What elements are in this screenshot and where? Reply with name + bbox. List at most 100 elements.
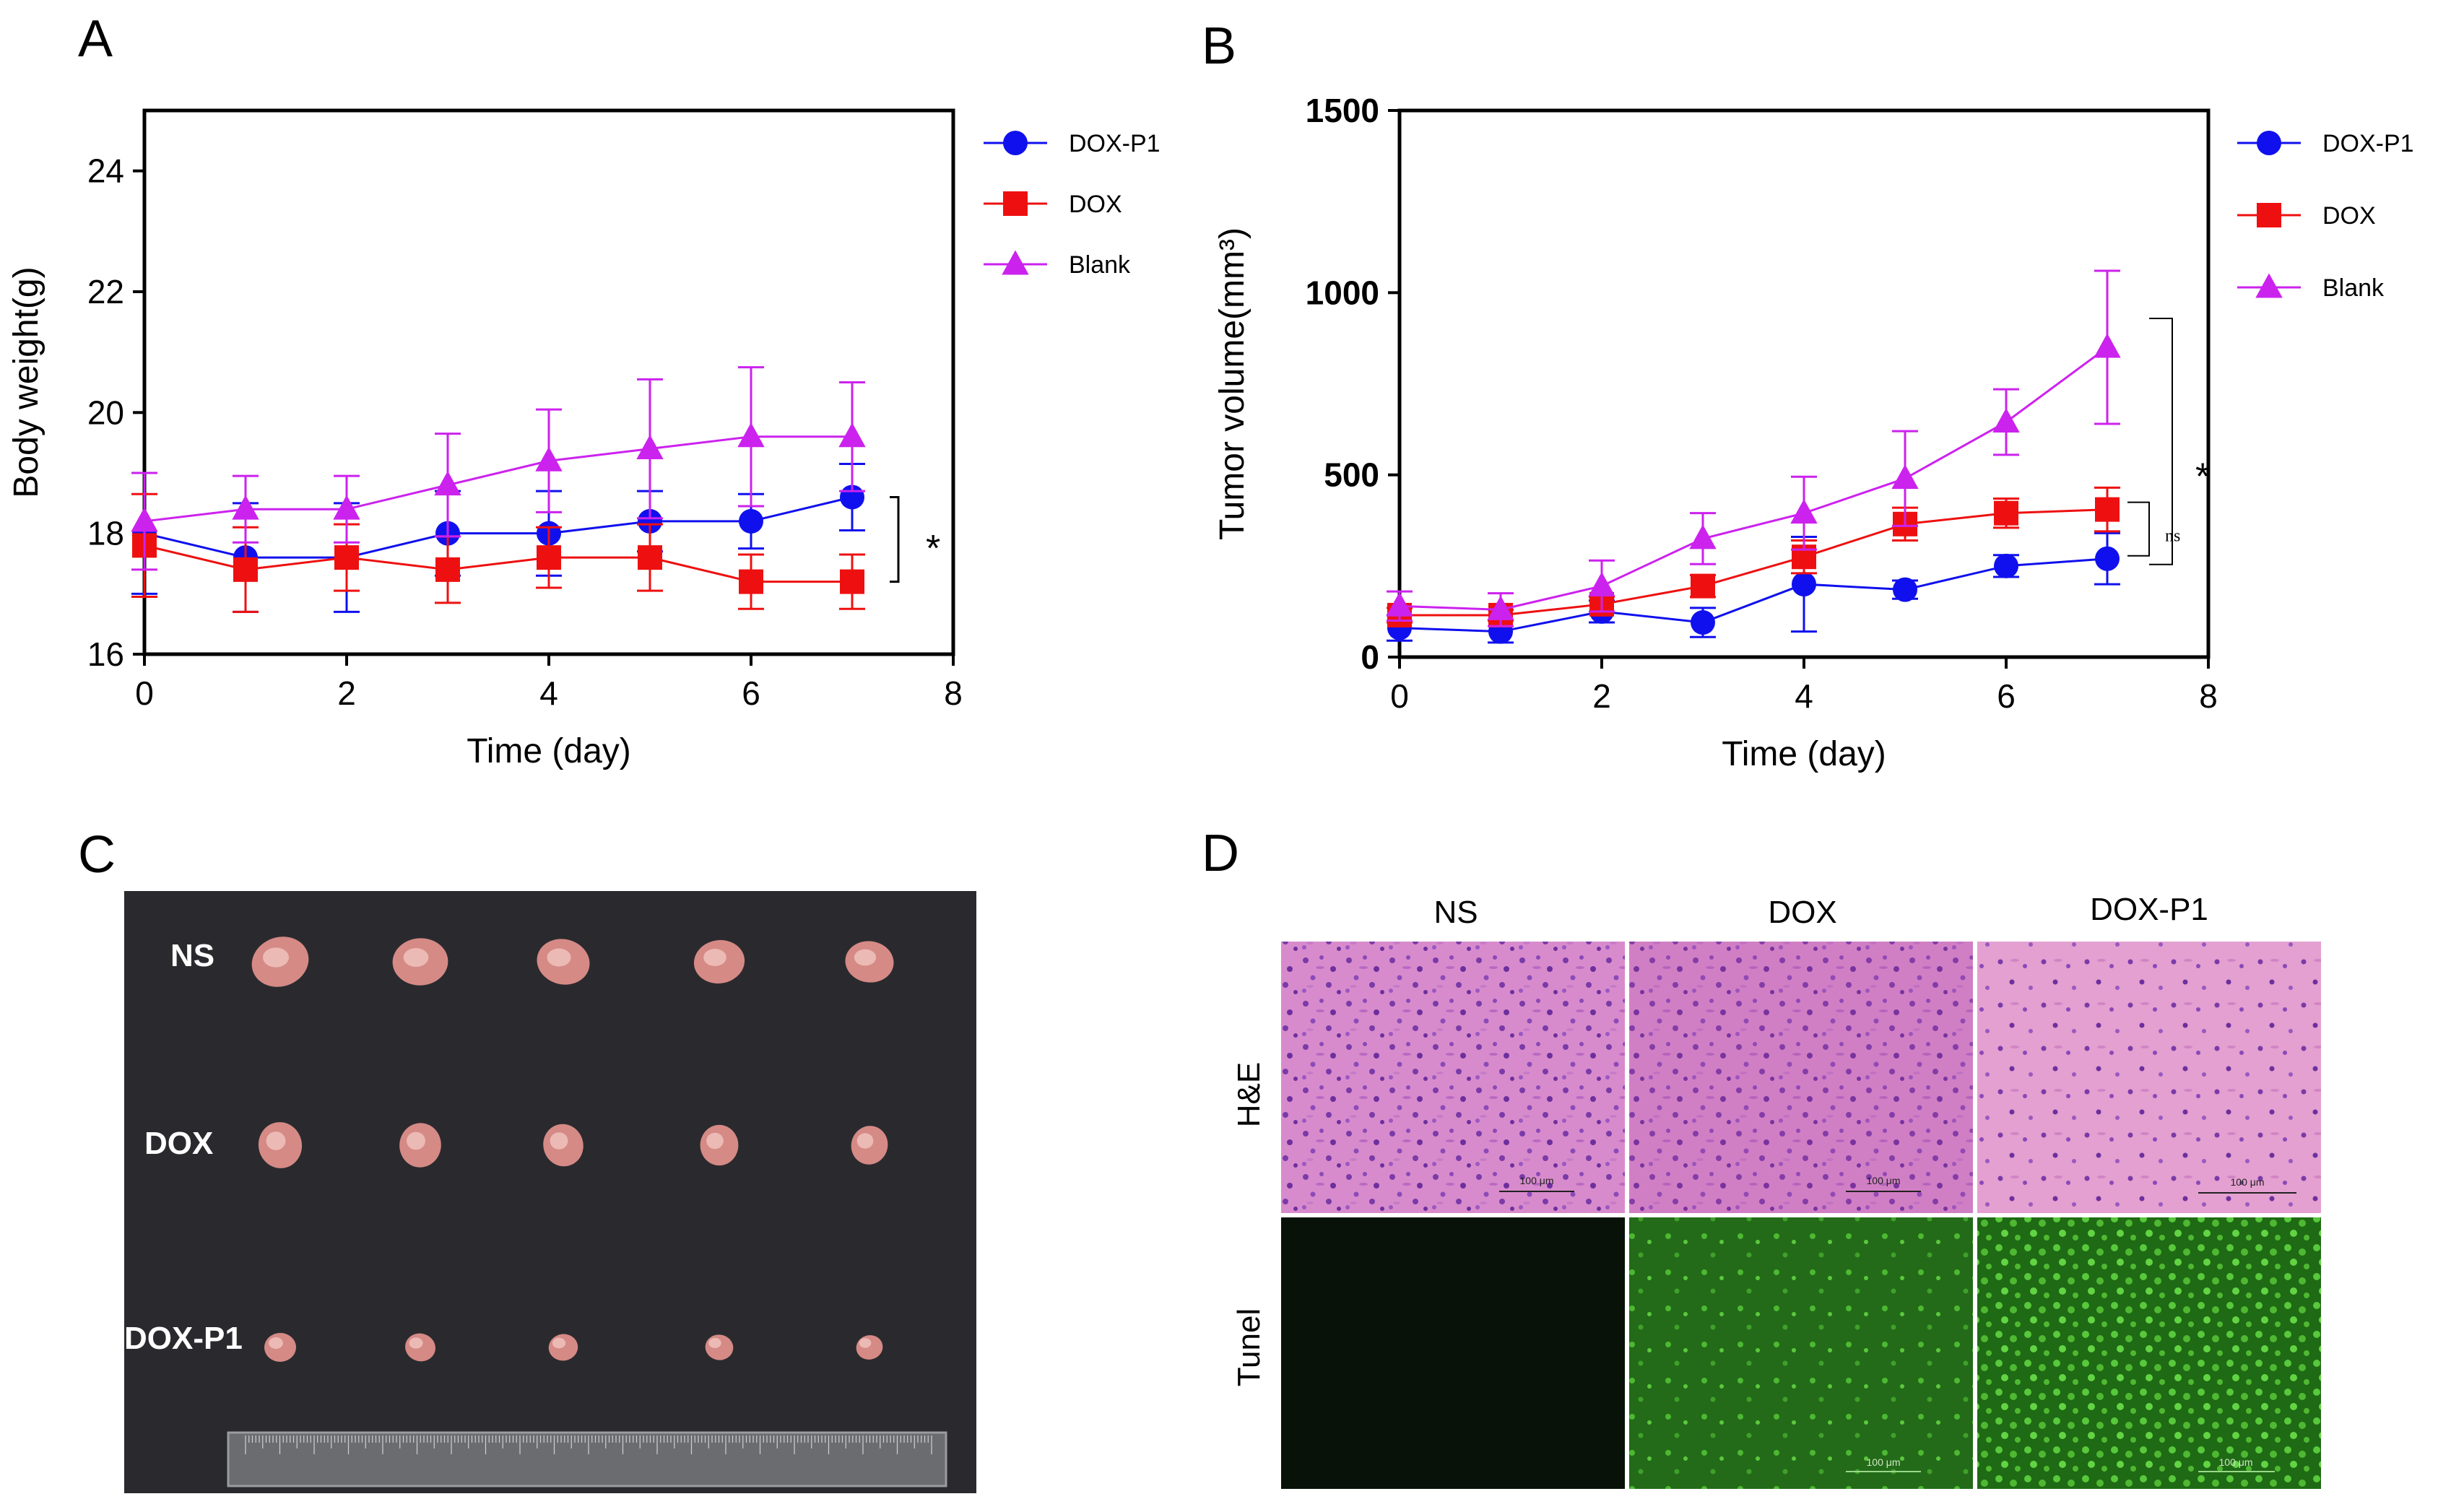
legend-entry: DOX-P1 xyxy=(2237,130,2414,157)
data-point xyxy=(1002,250,1029,275)
y-tick-label: 0 xyxy=(1361,638,1379,676)
scale-bar-label: 100 μm xyxy=(1520,1175,1554,1186)
tumor-highlight xyxy=(706,1132,724,1150)
data-point xyxy=(2257,131,2281,155)
x-tick-label: 0 xyxy=(1390,677,1409,715)
photo-row-label: NS xyxy=(170,938,214,973)
data-point xyxy=(1691,610,1715,635)
tumor-highlight xyxy=(708,1337,721,1349)
data-point xyxy=(233,557,258,582)
histology-row-label: H&E xyxy=(1231,1062,1267,1127)
ruler xyxy=(227,1431,947,1487)
scale-bar-label: 100 μm xyxy=(2219,1456,2253,1468)
tumor-highlight xyxy=(859,1338,872,1348)
x-tick-label: 2 xyxy=(337,674,356,712)
scale-bar-label: 100 μm xyxy=(1867,1175,1901,1186)
data-point xyxy=(1588,572,1615,597)
data-point xyxy=(2094,333,2121,358)
data-point xyxy=(1792,572,1816,597)
data-point xyxy=(1893,577,1917,602)
data-point xyxy=(838,422,866,448)
y-tick-label: 1500 xyxy=(1306,92,1379,129)
significance-bracket xyxy=(2127,501,2150,557)
legend-entry: DOX-P1 xyxy=(984,130,1161,157)
data-point xyxy=(537,545,561,570)
he-overlay-dox xyxy=(1629,942,1973,1213)
data-point xyxy=(739,508,763,534)
data-point xyxy=(435,557,460,582)
tunel-image-dox xyxy=(1629,1217,1973,1489)
legend-label: Blank xyxy=(2322,274,2385,302)
data-point xyxy=(1691,573,1715,599)
photo-background xyxy=(124,891,976,1493)
legend-label: DOX-P1 xyxy=(1069,130,1161,157)
tunel-image-dox-p1 xyxy=(1977,1217,2321,1489)
scale-bar-label: 100 μm xyxy=(1867,1456,1901,1468)
y-tick-label: 24 xyxy=(87,152,124,190)
series-line xyxy=(1399,557,2108,633)
series-line xyxy=(144,496,853,559)
x-tick-label: 6 xyxy=(1997,677,2016,715)
x-tick-label: 8 xyxy=(944,674,963,712)
data-point xyxy=(638,508,662,534)
data-point xyxy=(2095,497,2120,522)
tumor-highlight xyxy=(552,1337,566,1349)
tumor-specimens xyxy=(251,937,894,1363)
scale-bar-label: 100 μm xyxy=(2231,1176,2265,1188)
data-point xyxy=(1386,591,1413,617)
x-tick-label: 8 xyxy=(2199,677,2218,715)
histology-column-label: DOX-P1 xyxy=(2090,892,2208,927)
tunel-image-ns xyxy=(1281,1217,1625,1489)
data-point xyxy=(334,545,359,570)
panel-letter-a: A xyxy=(78,10,113,68)
he-image-dox-p1 xyxy=(1977,942,2321,1213)
significance-label: * xyxy=(926,528,940,570)
histology-panel: NS DOX DOX-P1 H&E Tunel 100 μm 100 μm 10… xyxy=(1231,892,2321,1489)
significance-label: ns xyxy=(2165,527,2180,546)
x-axis-label: Time (day) xyxy=(467,732,631,770)
scale-bar xyxy=(1499,1191,2296,1194)
significance-bracket xyxy=(890,495,900,583)
data-point xyxy=(333,495,360,520)
series-line xyxy=(1399,346,2108,611)
legend-entry: Blank xyxy=(984,250,1131,279)
data-point xyxy=(1994,500,2018,526)
photo-row-label: DOX xyxy=(144,1126,213,1161)
tumor-highlight xyxy=(263,947,289,968)
data-point xyxy=(2257,203,2281,227)
histology-column-label: NS xyxy=(1433,895,1478,930)
x-tick-label: 4 xyxy=(1795,677,1813,715)
tumor-highlight xyxy=(547,948,571,967)
tumor-highlight xyxy=(854,949,877,966)
photo-row-label: DOX-P1 xyxy=(124,1321,243,1356)
data-point xyxy=(1003,131,1028,155)
legend-entry: DOX xyxy=(984,191,1122,218)
y-tick-label: 22 xyxy=(87,273,124,310)
data-point xyxy=(739,569,763,594)
legend-entry: DOX xyxy=(2237,202,2376,230)
data-point xyxy=(840,569,864,594)
legend-entry: Blank xyxy=(2237,273,2385,302)
series-line xyxy=(144,435,852,523)
data-point xyxy=(1689,524,1717,549)
x-tick-label: 2 xyxy=(1592,677,1611,715)
tumor-highlight xyxy=(269,1337,283,1349)
histology-row-label: Tunel xyxy=(1231,1308,1267,1386)
data-point xyxy=(2095,546,2120,571)
tumor-highlight xyxy=(407,1131,425,1150)
data-point xyxy=(638,545,662,570)
legend-label: DOX xyxy=(1069,191,1122,218)
y-tick-label: 20 xyxy=(87,394,124,431)
he-image-ns xyxy=(1281,942,1625,1213)
data-point xyxy=(434,471,461,496)
x-tick-label: 0 xyxy=(135,674,154,712)
x-tick-label: 4 xyxy=(539,674,558,712)
legend-label: DOX xyxy=(2322,202,2376,230)
x-tick-label: 6 xyxy=(742,674,760,712)
y-tick-label: 500 xyxy=(1324,456,1379,494)
data-point xyxy=(2255,273,2283,298)
tumor-highlight xyxy=(703,949,726,966)
series-line xyxy=(144,544,852,583)
